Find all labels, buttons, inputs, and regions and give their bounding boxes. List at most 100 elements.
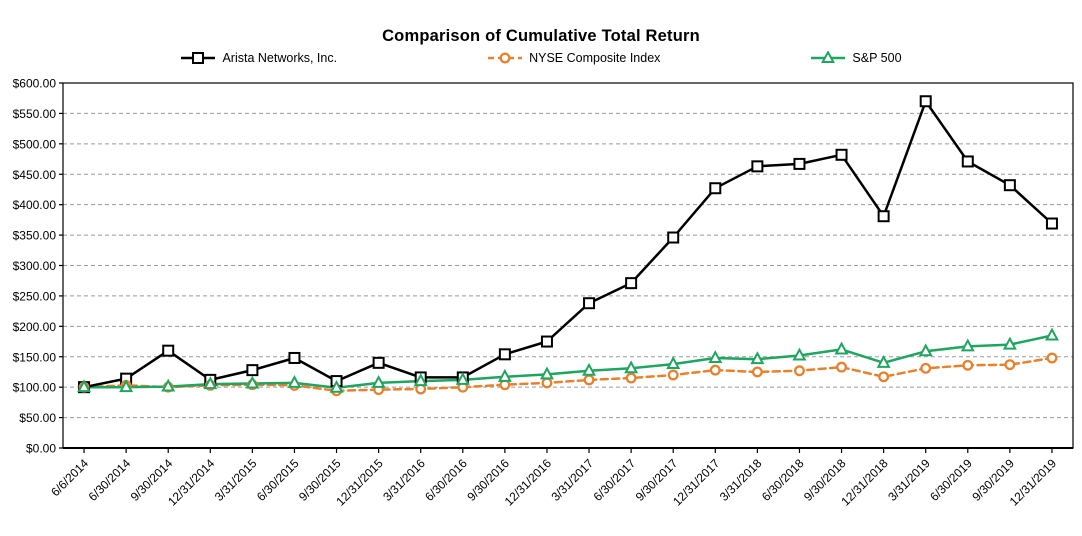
legend-label-arista: Arista Networks, Inc. bbox=[222, 51, 338, 65]
square-marker-icon bbox=[835, 148, 848, 161]
x-tick-label: 6/30/2017 bbox=[591, 456, 639, 504]
triangle-marker-icon bbox=[918, 343, 933, 357]
arista-legend-marker-icon bbox=[181, 52, 216, 64]
circle-marker-icon bbox=[1004, 359, 1016, 371]
x-tick-label: 3/31/2018 bbox=[717, 456, 765, 504]
nyse-legend-marker-icon bbox=[488, 52, 523, 64]
triangle-marker-icon bbox=[624, 360, 639, 374]
triangle-marker-icon bbox=[161, 378, 176, 392]
y-tick-label: $250.00 bbox=[13, 289, 57, 303]
square-marker-icon bbox=[709, 182, 722, 195]
legend-label-nyse: NYSE Composite Index bbox=[529, 51, 661, 65]
circle-marker-icon bbox=[667, 369, 679, 381]
square-marker-icon bbox=[583, 297, 596, 310]
series-sp500-markers bbox=[77, 327, 1059, 393]
triangle-marker-icon bbox=[245, 375, 260, 389]
square-marker-icon bbox=[625, 277, 638, 290]
y-tick-label: $400.00 bbox=[13, 198, 57, 212]
triangle-marker-icon bbox=[497, 368, 512, 382]
square-marker-icon bbox=[498, 348, 511, 361]
square-marker-icon bbox=[961, 155, 974, 168]
x-axis: 6/6/20146/30/20149/30/201412/31/20143/31… bbox=[48, 448, 1059, 509]
triangle-marker-icon bbox=[203, 376, 218, 390]
series-sp500-line bbox=[82, 334, 1054, 390]
x-tick-label: 3/31/2015 bbox=[212, 456, 260, 504]
legend: Arista Networks, Inc. NYSE Composite Inde… bbox=[0, 51, 1082, 65]
y-tick-label: $300.00 bbox=[13, 259, 57, 273]
triangle-marker-icon bbox=[792, 347, 807, 361]
y-tick-label: $100.00 bbox=[13, 381, 57, 395]
circle-marker-icon bbox=[499, 52, 511, 64]
legend-item-arista: Arista Networks, Inc. bbox=[180, 51, 337, 65]
x-tick-label: 6/30/2015 bbox=[254, 456, 302, 504]
square-marker-icon bbox=[877, 210, 890, 223]
series-arista-line bbox=[82, 100, 1054, 389]
y-gridlines bbox=[63, 112, 1073, 419]
circle-marker-icon bbox=[583, 374, 595, 386]
triangle-marker-icon bbox=[821, 51, 836, 63]
y-tick-label: $0.00 bbox=[26, 442, 56, 456]
triangle-marker-icon bbox=[287, 375, 302, 388]
square-marker-icon bbox=[1003, 179, 1016, 192]
square-marker-icon bbox=[540, 335, 553, 348]
triangle-marker-icon bbox=[750, 351, 765, 365]
square-marker-icon bbox=[919, 95, 932, 108]
triangle-marker-icon bbox=[1002, 336, 1017, 350]
circle-marker-icon bbox=[920, 362, 932, 374]
y-tick-label: $500.00 bbox=[13, 137, 57, 151]
x-tick-label: 6/30/2016 bbox=[422, 456, 470, 504]
square-marker-icon bbox=[751, 160, 764, 173]
square-marker-icon bbox=[246, 364, 259, 377]
triangle-marker-icon bbox=[77, 379, 92, 393]
triangle-marker-icon bbox=[329, 379, 344, 393]
triangle-marker-icon bbox=[1044, 327, 1059, 341]
circle-marker-icon bbox=[625, 372, 637, 384]
circle-marker-icon bbox=[794, 365, 805, 377]
x-tick-label: 6/30/2018 bbox=[759, 456, 807, 504]
circle-marker-icon bbox=[709, 364, 721, 376]
y-tick-label: $350.00 bbox=[13, 229, 57, 243]
triangle-marker-icon bbox=[666, 356, 681, 370]
y-tick-label: $550.00 bbox=[13, 107, 57, 121]
series-nyse-markers bbox=[78, 352, 1058, 397]
y-axis: $0.00 $50.00 $100.00 $150.00 $200.00 $250.00 $… bbox=[13, 77, 63, 456]
legend-item-nyse: NYSE Composite Index bbox=[487, 51, 660, 65]
triangle-marker-icon bbox=[455, 371, 470, 385]
circle-marker-icon bbox=[751, 366, 763, 378]
triangle-marker-icon bbox=[834, 341, 849, 355]
triangle-marker-icon bbox=[371, 375, 386, 388]
circle-marker-icon bbox=[836, 361, 847, 373]
x-tick-label: 6/30/2014 bbox=[86, 456, 134, 504]
triangle-marker-icon bbox=[960, 338, 975, 352]
circle-marker-icon bbox=[1046, 352, 1058, 364]
square-marker-icon bbox=[372, 356, 385, 369]
y-tick-label: $200.00 bbox=[13, 320, 57, 334]
circle-marker-icon bbox=[541, 377, 553, 389]
x-tick-label: 3/31/2017 bbox=[549, 456, 597, 504]
square-marker-icon bbox=[288, 351, 301, 364]
y-tick-label: $150.00 bbox=[13, 350, 57, 364]
triangle-marker-icon bbox=[119, 379, 134, 393]
triangle-marker-icon bbox=[582, 362, 597, 376]
square-marker-icon bbox=[162, 344, 175, 357]
y-tick-label: $450.00 bbox=[13, 168, 57, 182]
chart-title: Comparison of Cumulative Total Return bbox=[382, 27, 700, 45]
square-marker-icon bbox=[192, 52, 205, 64]
triangle-marker-icon bbox=[708, 350, 723, 363]
y-tick-label: $50.00 bbox=[19, 411, 56, 425]
x-tick-label: 6/6/2014 bbox=[48, 456, 91, 499]
triangle-marker-icon bbox=[539, 366, 554, 380]
sp500-legend-marker-icon bbox=[811, 51, 846, 63]
square-marker-icon bbox=[1045, 217, 1058, 230]
legend-item-sp500: S&P 500 bbox=[810, 51, 902, 65]
square-marker-icon bbox=[667, 231, 680, 244]
triangle-marker-icon bbox=[876, 354, 891, 368]
triangle-marker-icon bbox=[413, 373, 428, 387]
x-tick-label: 3/31/2019 bbox=[885, 456, 933, 504]
y-tick-label: $600.00 bbox=[13, 77, 57, 91]
x-tick-label: 3/31/2016 bbox=[380, 456, 428, 504]
circle-marker-icon bbox=[962, 359, 974, 371]
x-tick-label: 6/30/2019 bbox=[927, 456, 975, 504]
